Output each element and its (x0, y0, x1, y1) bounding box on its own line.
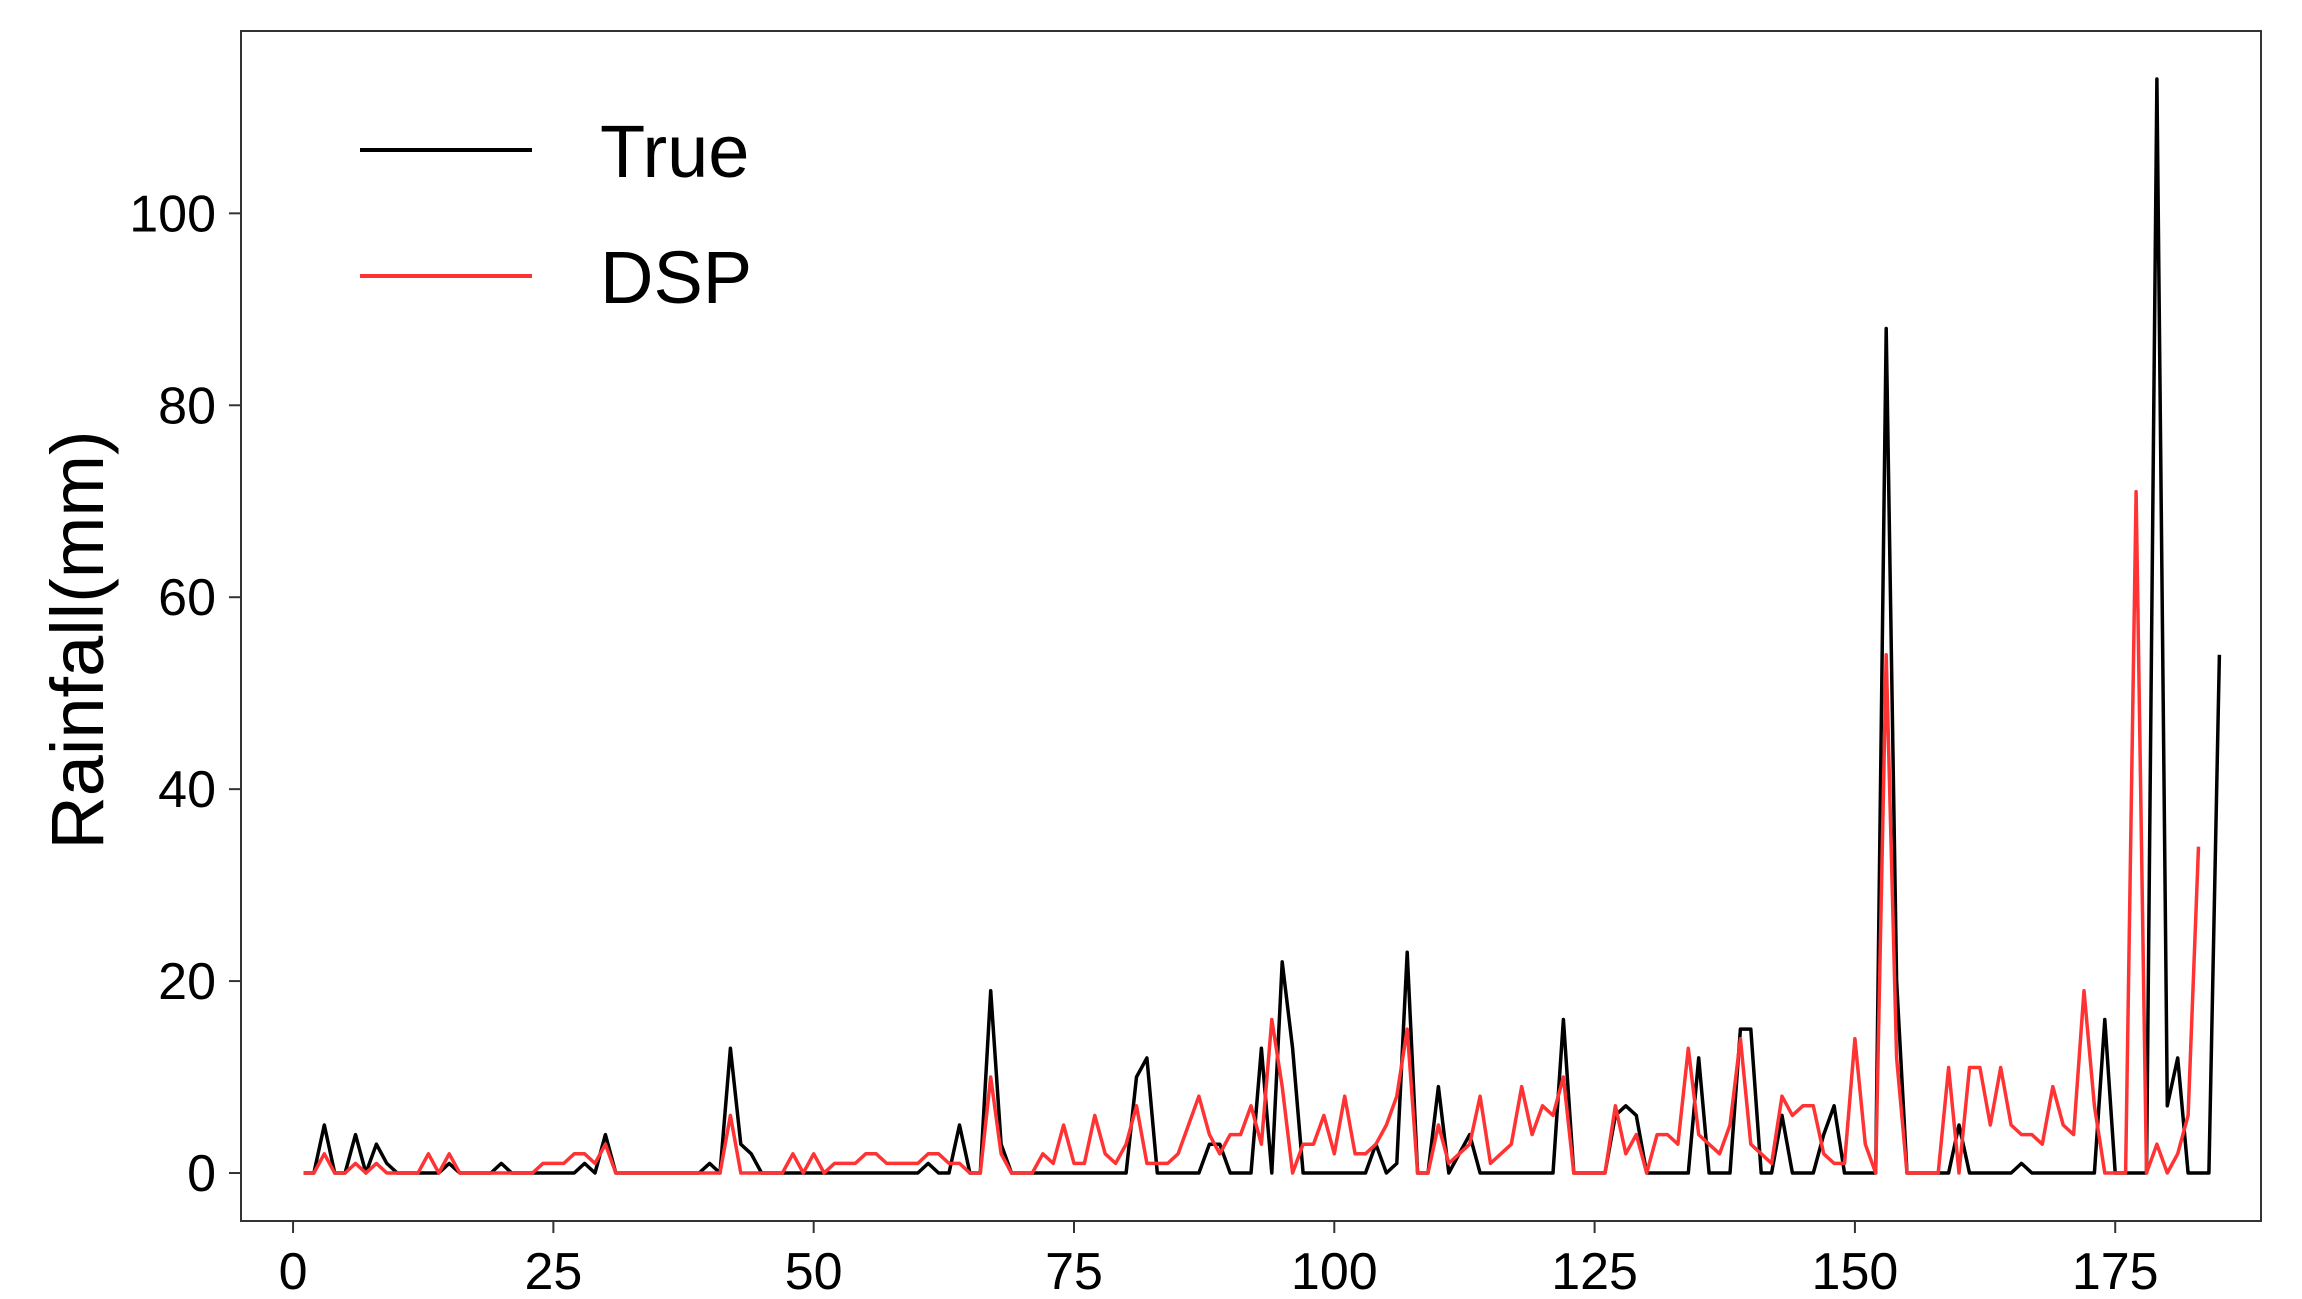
x-tick-label: 175 (2072, 1243, 2159, 1299)
y-axis-title: Rainfall(mm) (36, 430, 119, 849)
legend-label-dsp: DSP (600, 236, 752, 319)
series-line-true (303, 77, 2222, 1175)
x-tick-label: 25 (524, 1243, 582, 1299)
x-tick-label: 75 (1045, 1243, 1103, 1299)
y-tick-label: 0 (187, 1145, 216, 1203)
y-tick-label: 20 (158, 953, 216, 1011)
x-tick-label: 150 (1812, 1243, 1899, 1299)
y-tick-label: 100 (129, 185, 216, 243)
x-tick-label: 125 (1551, 1243, 1638, 1299)
plot-frame (240, 30, 2262, 1222)
legend-label-true: True (600, 110, 749, 193)
y-axis-ticks: 0 20 40 60 80 100 (129, 185, 241, 1203)
y-tick-label: 80 (158, 377, 216, 435)
x-tick-label: 50 (785, 1243, 843, 1299)
x-tick-label: 100 (1291, 1243, 1378, 1299)
y-tick-label: 40 (158, 761, 216, 819)
series-line-dsp (303, 489, 2201, 1175)
series-lines (303, 77, 2222, 1175)
legend: True DSP (360, 110, 752, 319)
x-tick-label: 0 (279, 1243, 308, 1299)
y-tick-label: 60 (158, 569, 216, 627)
x-axis-ticks: 0 25 50 75 100 125 150 175 (279, 1221, 2159, 1299)
